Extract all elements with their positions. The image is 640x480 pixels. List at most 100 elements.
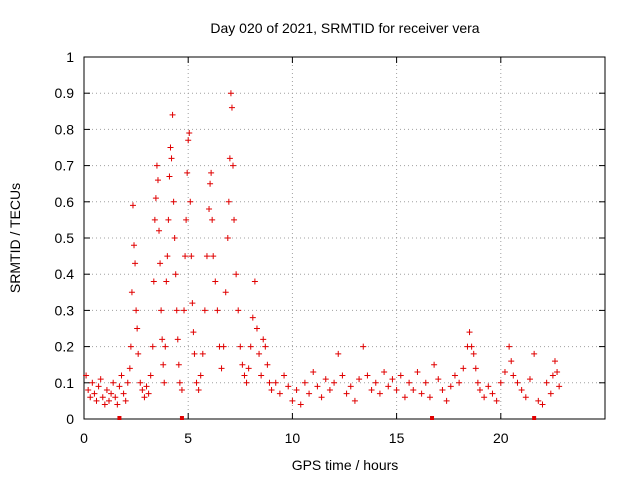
data-point — [175, 361, 182, 368]
data-point — [195, 387, 202, 394]
data-point — [178, 387, 185, 394]
data-point — [153, 162, 160, 169]
data-point — [114, 401, 121, 408]
data-point — [310, 368, 317, 375]
data-point — [189, 300, 196, 307]
data-point — [326, 387, 333, 394]
data-point — [356, 376, 363, 383]
data-point — [225, 198, 232, 205]
x-tick-label: 15 — [389, 430, 405, 446]
y-tick-label: 0.2 — [55, 339, 75, 355]
data-point — [489, 390, 496, 397]
data-point — [451, 372, 458, 379]
data-point — [247, 343, 254, 350]
data-point — [87, 394, 94, 401]
data-point — [470, 350, 477, 357]
data-point — [401, 394, 408, 401]
data-point — [124, 379, 131, 386]
data-point — [281, 372, 288, 379]
data-point — [237, 343, 244, 350]
data-point — [426, 394, 433, 401]
y-tick-label: 0.5 — [55, 230, 75, 246]
y-tick-label: 0.7 — [55, 158, 75, 174]
y-tick-label: 1 — [66, 49, 74, 65]
x-tick-label: 10 — [285, 430, 301, 446]
data-point — [293, 387, 300, 394]
data-point — [372, 379, 379, 386]
data-point — [168, 155, 175, 162]
data-point — [160, 361, 167, 368]
data-point — [103, 387, 110, 394]
data-point — [385, 383, 392, 390]
data-point — [137, 379, 144, 386]
data-point — [108, 390, 115, 397]
data-point — [447, 383, 454, 390]
data-point — [501, 368, 508, 375]
gap-marker — [532, 416, 537, 420]
data-point — [376, 390, 383, 397]
y-tick-label: 0.1 — [55, 375, 75, 391]
data-point — [97, 376, 104, 383]
data-point — [91, 390, 98, 397]
data-point — [518, 387, 525, 394]
data-point — [129, 202, 136, 209]
data-point — [497, 379, 504, 386]
data-point — [206, 206, 213, 213]
data-point — [122, 397, 129, 404]
data-point — [156, 227, 163, 234]
data-point — [170, 198, 177, 205]
data-point — [214, 307, 221, 314]
data-point — [253, 325, 260, 332]
data-point — [243, 379, 250, 386]
data-point — [249, 314, 256, 321]
data-point — [360, 343, 367, 350]
data-point — [99, 394, 106, 401]
data-point — [210, 253, 217, 260]
data-point — [318, 394, 325, 401]
data-point — [95, 383, 102, 390]
y-tick-label: 0 — [66, 411, 74, 427]
data-point — [260, 336, 267, 343]
data-point — [187, 198, 194, 205]
data-point — [208, 169, 215, 176]
data-point — [201, 307, 208, 314]
data-point — [173, 307, 180, 314]
data-point — [226, 155, 233, 162]
data-point — [233, 271, 240, 278]
data-point — [514, 379, 521, 386]
data-point — [322, 376, 329, 383]
data-point — [112, 394, 119, 401]
data-point — [306, 390, 313, 397]
data-point — [468, 343, 475, 350]
data-point — [224, 235, 231, 241]
data-point — [389, 376, 396, 383]
data-point — [543, 379, 550, 386]
y-tick-label: 0.6 — [55, 194, 75, 210]
data-point — [368, 387, 375, 394]
x-tick-label: 5 — [184, 430, 192, 446]
data-point — [152, 195, 159, 202]
data-point — [554, 368, 561, 375]
data-point — [157, 260, 164, 267]
data-point — [227, 90, 234, 97]
data-point — [228, 104, 235, 111]
data-point — [176, 379, 183, 386]
data-point — [118, 372, 125, 379]
data-point — [182, 253, 189, 260]
gap-markers — [117, 416, 537, 420]
data-point — [116, 383, 123, 390]
data-point — [406, 379, 413, 386]
data-point — [481, 394, 488, 401]
data-point — [197, 372, 204, 379]
data-point — [149, 343, 156, 350]
data-point — [165, 216, 172, 223]
data-point — [535, 397, 542, 404]
data-point — [285, 383, 292, 390]
data-point — [191, 350, 198, 357]
data-point — [256, 350, 263, 357]
data-point — [135, 350, 142, 357]
data-point — [131, 242, 138, 249]
data-point — [209, 216, 216, 223]
data-point — [159, 336, 166, 343]
data-point — [85, 387, 92, 394]
